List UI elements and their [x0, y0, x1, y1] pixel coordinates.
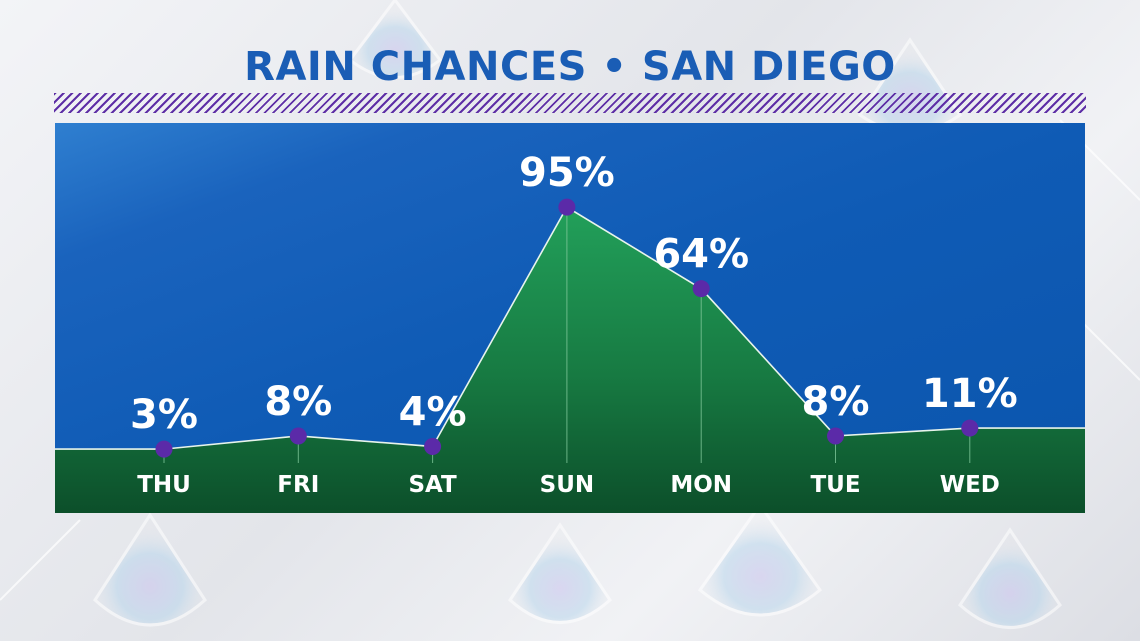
category-label-tue: TUE: [810, 472, 860, 498]
value-label-mon: 64%: [653, 232, 749, 278]
category-label-mon: MON: [670, 472, 732, 498]
category-label-sun: SUN: [540, 472, 595, 498]
category-label-fri: FRI: [277, 472, 319, 498]
data-point-wed: [961, 419, 979, 437]
data-point-thu: [155, 440, 173, 458]
data-point-fri: [289, 427, 307, 445]
value-label-thu: 3%: [130, 392, 198, 438]
value-label-tue: 8%: [802, 379, 870, 425]
data-point-sat: [424, 437, 442, 455]
title-divider-stripe: [54, 93, 1086, 113]
value-label-sat: 4%: [399, 389, 467, 435]
data-point-tue: [827, 427, 844, 445]
rain-chance-area: [55, 207, 1085, 513]
value-label-wed: 11%: [922, 371, 1018, 417]
category-label-sat: SAT: [408, 472, 457, 498]
chart-panel: 3% THU 8% FRI 4% SAT 95% SUN 64% MON 8% TUE 11% WED: [55, 123, 1085, 513]
data-point-mon: [692, 280, 710, 298]
value-label-sun: 95%: [519, 150, 615, 196]
rain-chance-chart: 3% THU 8% FRI 4% SAT 95% SUN 64% MON 8% TUE 11% WED: [55, 150, 1085, 513]
chart-title: RAIN CHANCES • SAN DIEGO: [244, 44, 896, 90]
value-label-fri: 8%: [264, 379, 332, 425]
category-label-thu: THU: [137, 472, 191, 498]
category-label-wed: WED: [940, 472, 1000, 498]
data-point-sun: [558, 198, 576, 216]
